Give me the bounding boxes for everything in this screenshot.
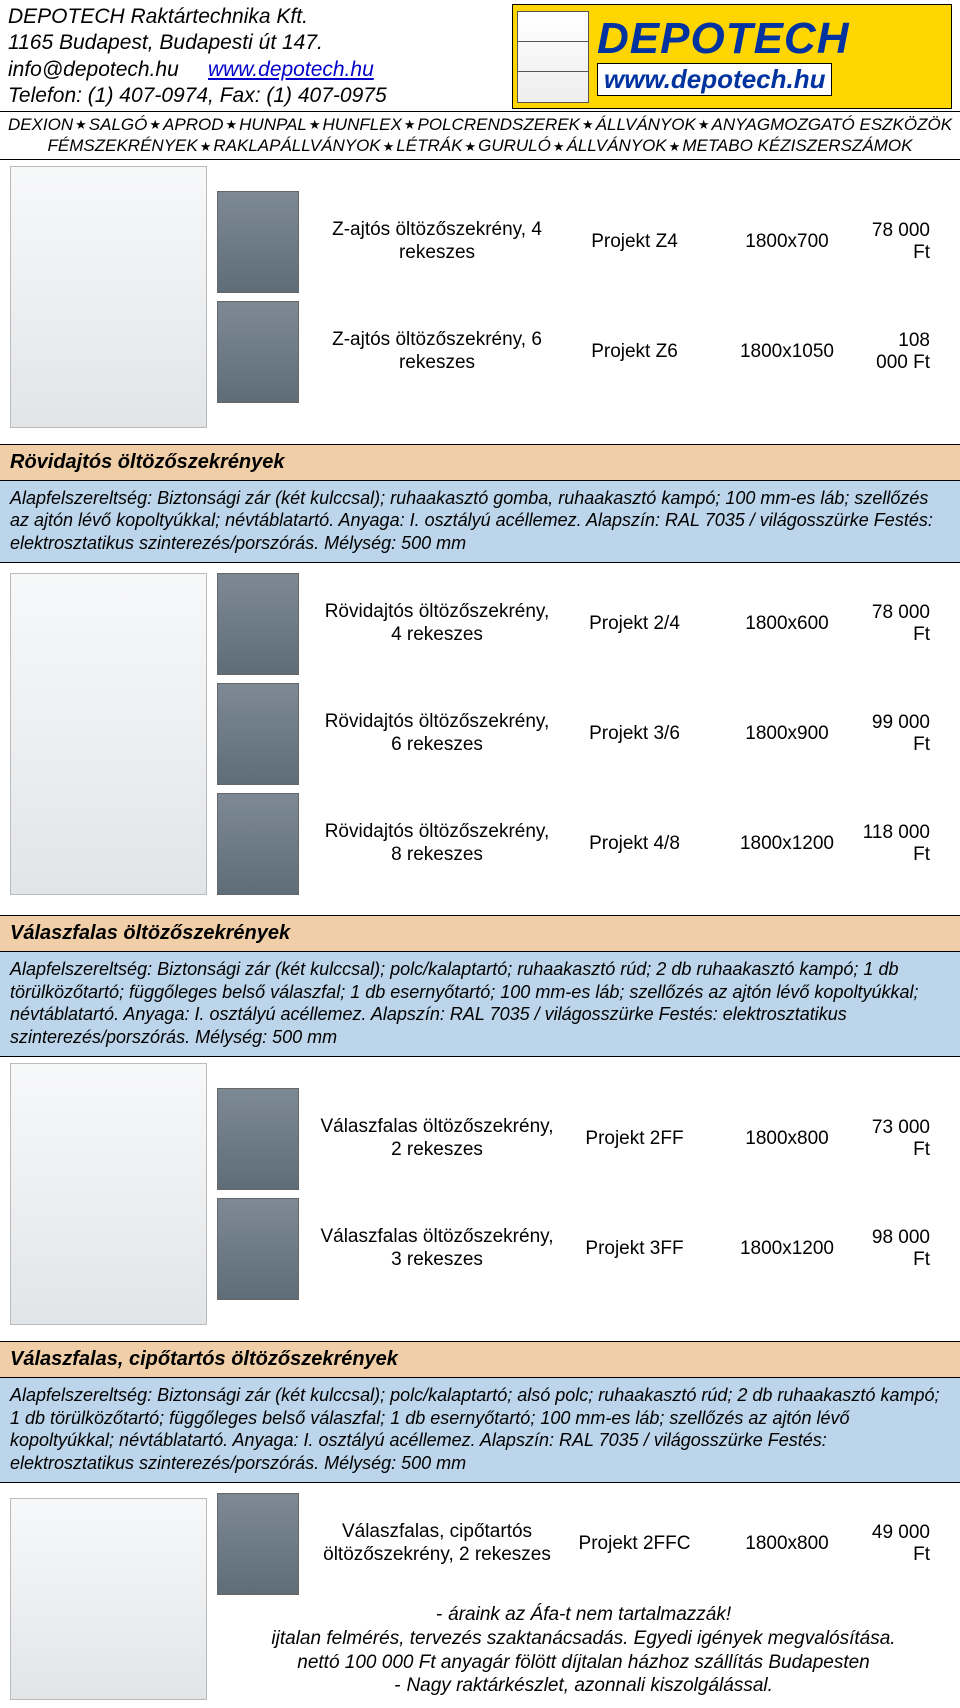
company-website-link[interactable]: www.depotech.hu — [208, 58, 374, 81]
product-desc: Válaszfalas öltözőszekrény, 2 rekeszes — [317, 1116, 557, 1162]
footer: -áraink az Áfa-t nem tartalmazzák! ijtal… — [217, 1599, 950, 1708]
product-image — [10, 166, 207, 428]
product-dim: 1800x800 — [712, 1533, 862, 1555]
product-image — [10, 1498, 207, 1700]
thumb-icon — [217, 301, 299, 403]
footer-line: Nagy raktárkészlet, azonnali kiszolgálás… — [406, 1675, 772, 1696]
product-image — [10, 1063, 207, 1325]
section-desc-cipo: Alapfelszereltség: Biztonsági zár (két k… — [0, 1378, 960, 1483]
product-dim: 1800x700 — [712, 231, 862, 253]
thumb-icon — [217, 1088, 299, 1190]
table-row: Z-ajtós öltözőszekrény, 6 rekeszes Proje… — [217, 297, 950, 407]
product-image — [10, 573, 207, 895]
footer-line: áraink az Áfa-t nem tartalmazzák! — [448, 1604, 731, 1625]
table-row: Z-ajtós öltözőszekrény, 4 rekeszes Proje… — [217, 187, 950, 297]
table-row: Rövidajtós öltözőszekrény, 4 rekeszes Pr… — [217, 569, 950, 679]
thumb-icon — [217, 191, 299, 293]
product-code: Projekt 4/8 — [557, 833, 712, 855]
thumb-icon — [217, 683, 299, 785]
product-desc: Válaszfalas öltözőszekrény, 3 rekeszes — [317, 1226, 557, 1272]
table-row: Válaszfalas, cipőtartós öltözőszekrény, … — [217, 1489, 950, 1599]
nav-band: DEXION★SALGÓ★APROD★HUNPAL★HUNFLEX★POLCRE… — [0, 111, 960, 160]
product-code: Projekt 2FF — [557, 1128, 712, 1150]
table-row: Válaszfalas öltözőszekrény, 3 rekeszes P… — [217, 1194, 950, 1304]
product-code: Projekt 2/4 — [557, 613, 712, 635]
product-dim: 1800x600 — [712, 613, 862, 635]
thumb-icon — [217, 1198, 299, 1300]
nav-line-2: FÉMSZEKRÉNYEK★RAKLAPÁLLVÁNYOK★LÉTRÁK★GUR… — [6, 135, 954, 156]
group-z: Z-ajtós öltözőszekrény, 4 rekeszes Proje… — [0, 160, 960, 444]
product-dim: 1800x800 — [712, 1128, 862, 1150]
section-desc-rovid: Alapfelszereltség: Biztonsági zár (két k… — [0, 481, 960, 564]
company-address: 1165 Budapest, Budapesti út 147. — [8, 30, 512, 56]
footer-line: nettó 100 000 Ft anyagár fölött díjtalan… — [227, 1651, 940, 1675]
nav-line-1: DEXION★SALGÓ★APROD★HUNPAL★HUNFLEX★POLCRE… — [6, 114, 954, 135]
product-desc: Válaszfalas, cipőtartós öltözőszekrény, … — [317, 1521, 557, 1567]
product-price: 78 000 Ft — [862, 220, 950, 264]
company-email: info@depotech.hu — [8, 58, 179, 81]
product-dim: 1800x1200 — [712, 1238, 862, 1260]
group-rovid: Rövidajtós öltözőszekrény, 4 rekeszes Pr… — [0, 563, 960, 915]
product-price: 49 000 Ft — [862, 1522, 950, 1566]
shelf-icon — [517, 11, 589, 103]
logo-url: www.depotech.hu — [597, 63, 832, 96]
page: DEPOTECH Raktártechnika Kft. 1165 Budape… — [0, 0, 960, 1708]
product-desc: Rövidajtós öltözőszekrény, 8 rekeszes — [317, 821, 557, 867]
product-code: Projekt 3/6 — [557, 723, 712, 745]
thumb-icon — [217, 793, 299, 895]
table-row: Rövidajtós öltözőszekrény, 8 rekeszes Pr… — [217, 789, 950, 899]
product-desc: Rövidajtós öltözőszekrény, 6 rekeszes — [317, 711, 557, 757]
company-name: DEPOTECH Raktártechnika Kft. — [8, 4, 512, 30]
product-dim: 1800x1050 — [712, 341, 862, 363]
thumb-icon — [217, 1493, 299, 1595]
section-title-cipo: Válaszfalas, cipőtartós öltözőszekrények — [0, 1341, 960, 1378]
thumb-icon — [217, 573, 299, 675]
table-row: Rövidajtós öltözőszekrény, 6 rekeszes Pr… — [217, 679, 950, 789]
product-dim: 1800x1200 — [712, 833, 862, 855]
logo-name: DEPOTECH — [597, 17, 849, 61]
product-code: Projekt 2FFC — [557, 1533, 712, 1555]
product-code: Projekt 3FF — [557, 1238, 712, 1260]
product-desc: Rövidajtós öltözőszekrény, 4 rekeszes — [317, 601, 557, 647]
footer-line: ijtalan felmérés, tervezés szaktanácsadá… — [227, 1627, 940, 1651]
product-price: 98 000 Ft — [862, 1227, 950, 1271]
product-code: Projekt Z4 — [557, 231, 712, 253]
section-desc-valasz: Alapfelszereltség: Biztonsági zár (két k… — [0, 952, 960, 1057]
product-price: 78 000 Ft — [862, 602, 950, 646]
company-phone: Telefon: (1) 407-0974, Fax: (1) 407-0975 — [8, 83, 512, 109]
group-valasz: Válaszfalas öltözőszekrény, 2 rekeszes P… — [0, 1057, 960, 1341]
logo: DEPOTECH www.depotech.hu — [512, 4, 952, 109]
product-price: 108 000 Ft — [862, 330, 950, 374]
section-title-valasz: Válaszfalas öltözőszekrények — [0, 915, 960, 952]
product-price: 99 000 Ft — [862, 712, 950, 756]
section-title-rovid: Rövidajtós öltözőszekrények — [0, 444, 960, 481]
product-dim: 1800x900 — [712, 723, 862, 745]
product-price: 73 000 Ft — [862, 1117, 950, 1161]
table-row: Válaszfalas öltözőszekrény, 2 rekeszes P… — [217, 1084, 950, 1194]
header: DEPOTECH Raktártechnika Kft. 1165 Budape… — [0, 0, 960, 109]
product-desc: Z-ajtós öltözőszekrény, 4 rekeszes — [317, 219, 557, 265]
product-desc: Z-ajtós öltözőszekrény, 6 rekeszes — [317, 329, 557, 375]
product-code: Projekt Z6 — [557, 341, 712, 363]
header-text: DEPOTECH Raktártechnika Kft. 1165 Budape… — [8, 4, 512, 109]
product-price: 118 000 Ft — [862, 822, 950, 866]
